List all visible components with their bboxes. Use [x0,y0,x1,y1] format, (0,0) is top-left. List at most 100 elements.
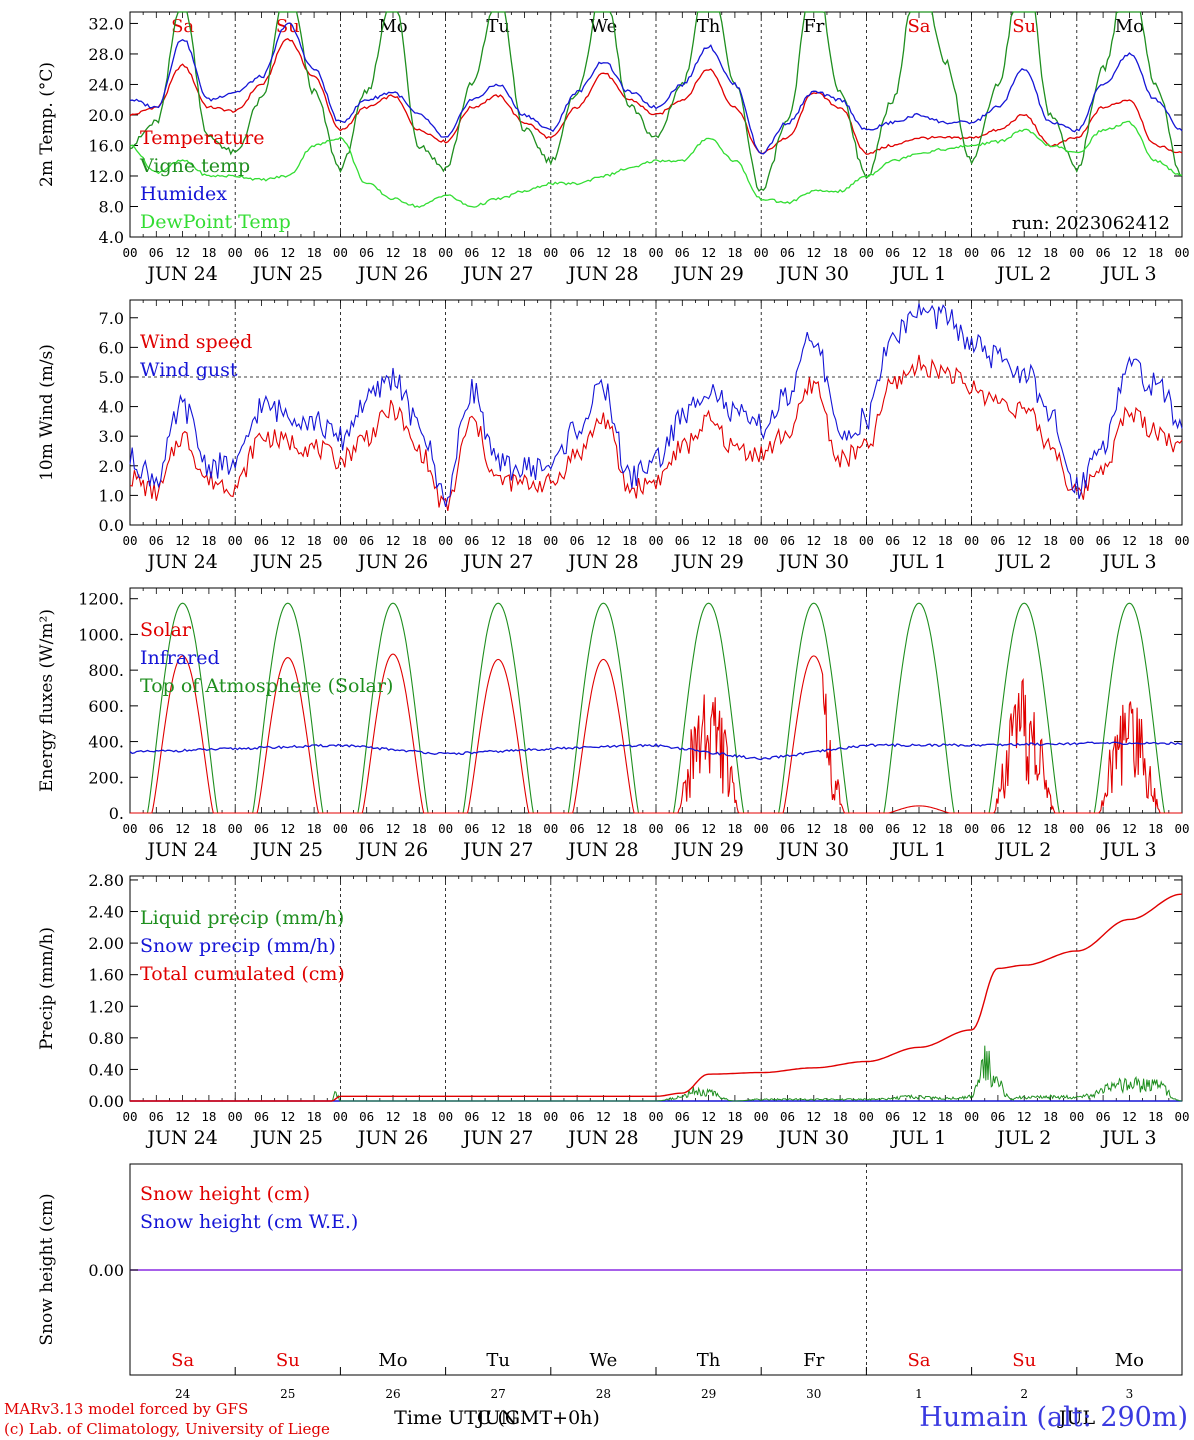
panel-2-hour-label: 18 [201,533,216,548]
panel-2-date-label: JUN 24 [145,551,217,573]
panel-4-hour-label: 18 [1043,1109,1058,1124]
panel-2-hour-label: 12 [806,533,821,548]
panel-1-hour-label: 18 [1148,245,1163,260]
panel-2-hour-label: 00 [438,533,453,548]
panel-2-hour-label: 06 [1096,533,1111,548]
panel-3-hour-label: 12 [701,821,716,836]
panel-3-frame [129,587,1183,814]
panel-3-date-label: JUN 28 [566,839,638,861]
panel-5-day-number: 25 [280,1387,295,1401]
panel-1-frame [129,11,1183,238]
panel-2-hour-label: 18 [1043,533,1058,548]
panel-1-legend-vigne-temp: Vigne temp [139,155,250,177]
panel-1-legend-temperature: Temperature [140,127,264,149]
panel-4-hour-label: 06 [990,1109,1005,1124]
panel-1-ytick-label: 4.0 [99,228,124,247]
panel-3-hour-label: 06 [149,821,164,836]
panel-5-weekday-label: Sa [171,1350,194,1371]
panel-5-weekday-label: Th [697,1350,721,1371]
panel-3-hour-label: 00 [228,821,243,836]
panel-1-hour-label: 06 [780,245,795,260]
panel-3-date-label: JUL 3 [1100,839,1156,861]
panel-3-legend-solar: Solar [140,619,192,641]
panel-5-day-number: 1 [915,1387,923,1401]
panel-4-date-label: JUN 24 [145,1127,217,1149]
panel-1-hour-label: 00 [1069,245,1084,260]
panel-1-hour-label: 06 [359,245,374,260]
panel-3-ytick-label: 600. [88,697,124,716]
solar-series [130,653,1182,814]
panel-3-hour-label: 18 [307,821,322,836]
panel-3-ytick-label: 800. [88,661,124,680]
panel-2-hour-label: 12 [491,533,506,548]
panel-4-ytick-label: 1.60 [88,966,124,985]
panel-1-hour-label: 18 [727,245,742,260]
panel-1-date-label: JUN 29 [671,263,743,285]
panel-2-hour-label: 12 [175,533,190,548]
panel-5-ylabel: Snow height (cm) [37,1193,57,1345]
panel-2-hour-label: 12 [1122,533,1137,548]
panel-4-date-label: JUL 3 [1100,1127,1156,1149]
panel-1-hour-label: 06 [570,245,585,260]
panel-4-ytick-label: 2.40 [88,903,124,922]
panel-3-hour-label: 06 [359,821,374,836]
panel-2-date-label: JUN 26 [356,551,428,573]
panel-4-hour-label: 06 [675,1109,690,1124]
panel-1-hour-label: 00 [543,245,558,260]
panel-3-date-label: JUL 1 [890,839,946,861]
panel-2-hour-label: 00 [228,533,243,548]
panel-3-ylabel: Energy fluxes (W/m²) [37,609,57,792]
panel-1-weekday-label: Fr [803,16,824,37]
panel-3-hour-label: 12 [1017,821,1032,836]
panel-5-day-number: 26 [385,1387,400,1401]
panel-1-hour-label: 00 [228,245,243,260]
panel-4-hour-label: 00 [754,1109,769,1124]
panel-3-date-label: JUN 25 [251,839,323,861]
panel-3-hour-label: 18 [201,821,216,836]
panel-2-legend-wind-gust: Wind gust [140,359,238,381]
panel-4-hour-label: 06 [254,1109,269,1124]
panel-3-ytick-label: 1200. [78,590,124,609]
panel-2-date-label: JUN 29 [671,551,743,573]
panel-2-date-label: JUN 30 [777,551,849,573]
panel-2-hour-label: 06 [990,533,1005,548]
panel-1-hour-label: 18 [622,245,637,260]
panel-5-legend-snow-height-cm-w-e-: Snow height (cm W.E.) [140,1211,358,1233]
panel-4-hour-label: 18 [622,1109,637,1124]
panel-2-hour-label: 06 [780,533,795,548]
panel-2-date-label: JUL 2 [995,551,1051,573]
panel-1-ytick-label: 20.0 [88,106,124,125]
panel-1-date-label: JUN 30 [777,263,849,285]
panel-5-weekday-label: Tu [486,1350,510,1371]
panel-4-hour-label: 12 [280,1109,295,1124]
panel-2-ylabel: 10m Wind (m/s) [37,344,57,481]
panel-2-hour-label: 18 [412,533,427,548]
panel-3-ytick-label: 1000. [78,625,124,644]
panel-2-hour-label: 00 [754,533,769,548]
panel-2-ytick-label: 6.0 [99,338,124,357]
panel-1-hour-label: 18 [1043,245,1058,260]
panel-3-hour-label: 18 [517,821,532,836]
panel-2-ytick-label: 3.0 [99,427,124,446]
panel-5-day-number: 2 [1020,1387,1028,1401]
panel-2-hour-label: 00 [964,533,979,548]
panel-1-legend-humidex: Humidex [140,183,227,205]
panel-4-hour-label: 00 [1174,1109,1189,1124]
panel-3-date-label: JUN 27 [461,839,533,861]
panel-3-hour-label: 00 [1069,821,1084,836]
panel-4-hour-label: 12 [596,1109,611,1124]
panel-4-date-label: JUL 2 [995,1127,1051,1149]
panel-2-hour-label: 00 [122,533,137,548]
panel-2-hour-label: 06 [675,533,690,548]
panel-3-hour-label: 06 [885,821,900,836]
panel-2-ytick-label: 0.0 [99,516,124,535]
panel-5-day-number: 3 [1126,1387,1134,1401]
panel-5-day-number: 27 [491,1387,506,1401]
panel-1-ytick-label: 12.0 [88,167,124,186]
panel-1-hour-label: 00 [964,245,979,260]
panel-2-hour-label: 18 [307,533,322,548]
temp-series-vigne-temp [129,11,1183,192]
panel-4-ytick-label: 0.00 [88,1092,124,1111]
panel-1-hour-label: 06 [990,245,1005,260]
panel-2-hour-label: 06 [570,533,585,548]
